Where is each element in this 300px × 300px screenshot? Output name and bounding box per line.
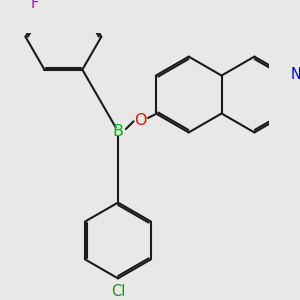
Text: B: B bbox=[112, 124, 124, 139]
Text: F: F bbox=[31, 0, 39, 11]
Text: O: O bbox=[134, 113, 146, 128]
Text: N: N bbox=[291, 67, 300, 82]
Text: Cl: Cl bbox=[111, 284, 125, 299]
